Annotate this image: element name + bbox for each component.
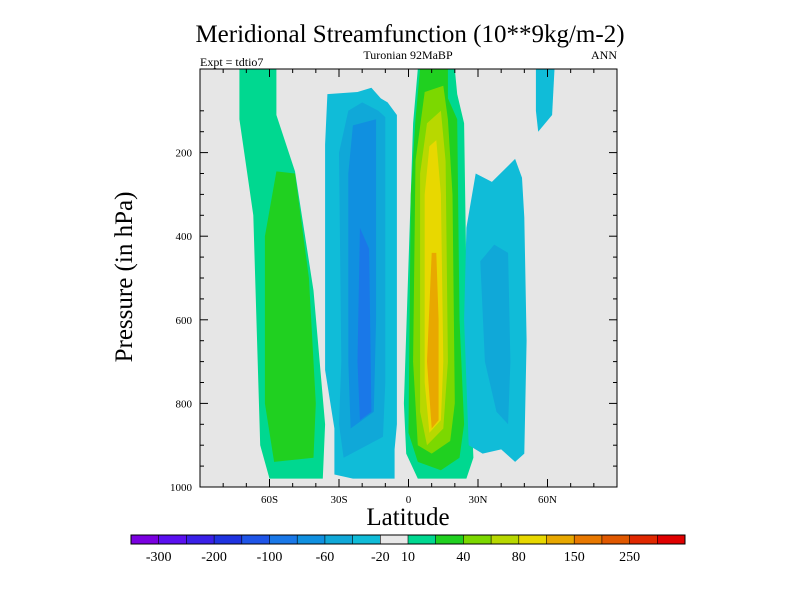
colorbar-label: -100	[257, 550, 283, 565]
colorbar-swatch	[214, 535, 243, 544]
colorbar-label: -300	[146, 550, 172, 565]
colorbar-swatch	[297, 535, 326, 544]
period-label: Turonian 92MaBP	[363, 48, 453, 62]
y-tick-label: 600	[176, 315, 193, 327]
colorbar-label: 10	[401, 550, 415, 565]
colorbar-swatch	[518, 535, 547, 544]
contour-sh-positive-core	[264, 171, 316, 462]
colorbar-swatch	[241, 535, 270, 544]
colorbar-swatch	[352, 535, 381, 544]
contour-eq-positive-core-b	[427, 252, 439, 429]
colorbar-swatch	[463, 535, 492, 544]
colorbar-swatch	[491, 535, 520, 544]
colorbar-swatch	[435, 535, 464, 544]
x-tick-label: 30N	[469, 494, 488, 506]
x-tick-label: 30S	[330, 494, 347, 506]
y-axis-label: Pressure (in hPa)	[111, 192, 138, 363]
colorbar-swatch	[574, 535, 603, 544]
x-axis-label: Latitude	[366, 504, 449, 531]
colorbar: -300 -200 -100 -60 -20 10 40 80 150 250	[130, 534, 686, 565]
colorbar-label: -60	[316, 550, 335, 565]
colorbar-swatch	[601, 535, 630, 544]
x-tick-label: 0	[406, 494, 412, 506]
colorbar-swatch	[158, 535, 187, 544]
experiment-label: Expt = tdtio7	[200, 55, 263, 69]
x-tick-label: 60S	[261, 494, 278, 506]
colorbar-swatch	[131, 535, 159, 544]
colorbar-swatch	[629, 535, 658, 544]
colorbar-swatch	[269, 535, 298, 544]
colorbar-swatch	[380, 535, 409, 544]
colorbar-swatch	[324, 535, 353, 544]
contour-nh-highlat-negative	[535, 69, 555, 132]
colorbar-swatch	[546, 535, 575, 544]
colorbar-label: -200	[201, 550, 227, 565]
colorbar-label: 80	[512, 550, 526, 565]
contour-layer	[239, 69, 555, 479]
y-tick-label: 400	[176, 231, 193, 243]
colorbar-label: 40	[456, 550, 470, 565]
colorbar-swatch	[186, 535, 215, 544]
x-axis-ticks: 60S 30S 0 30N 60N	[199, 69, 618, 506]
colorbar-swatch	[408, 535, 436, 544]
y-tick-label: 200	[176, 148, 193, 160]
contour-nh-negative-mid	[480, 244, 511, 425]
season-label: ANN	[591, 48, 617, 62]
y-tick-label: 1000	[170, 482, 193, 494]
x-tick-label: 60N	[538, 494, 557, 506]
colorbar-frame	[130, 534, 686, 545]
colorbar-label: -20	[371, 550, 390, 565]
y-tick-label: 800	[176, 398, 193, 410]
colorbar-label: 150	[564, 550, 585, 565]
colorbar-label: 250	[619, 550, 640, 565]
colorbar-swatch	[657, 535, 686, 544]
y-axis-ticks: 200 400 600 800 1000	[170, 110, 617, 494]
chart-title: Meridional Streamfunction (10**9kg/m-2)	[195, 21, 624, 48]
contour-sh-negative-core	[357, 227, 372, 421]
